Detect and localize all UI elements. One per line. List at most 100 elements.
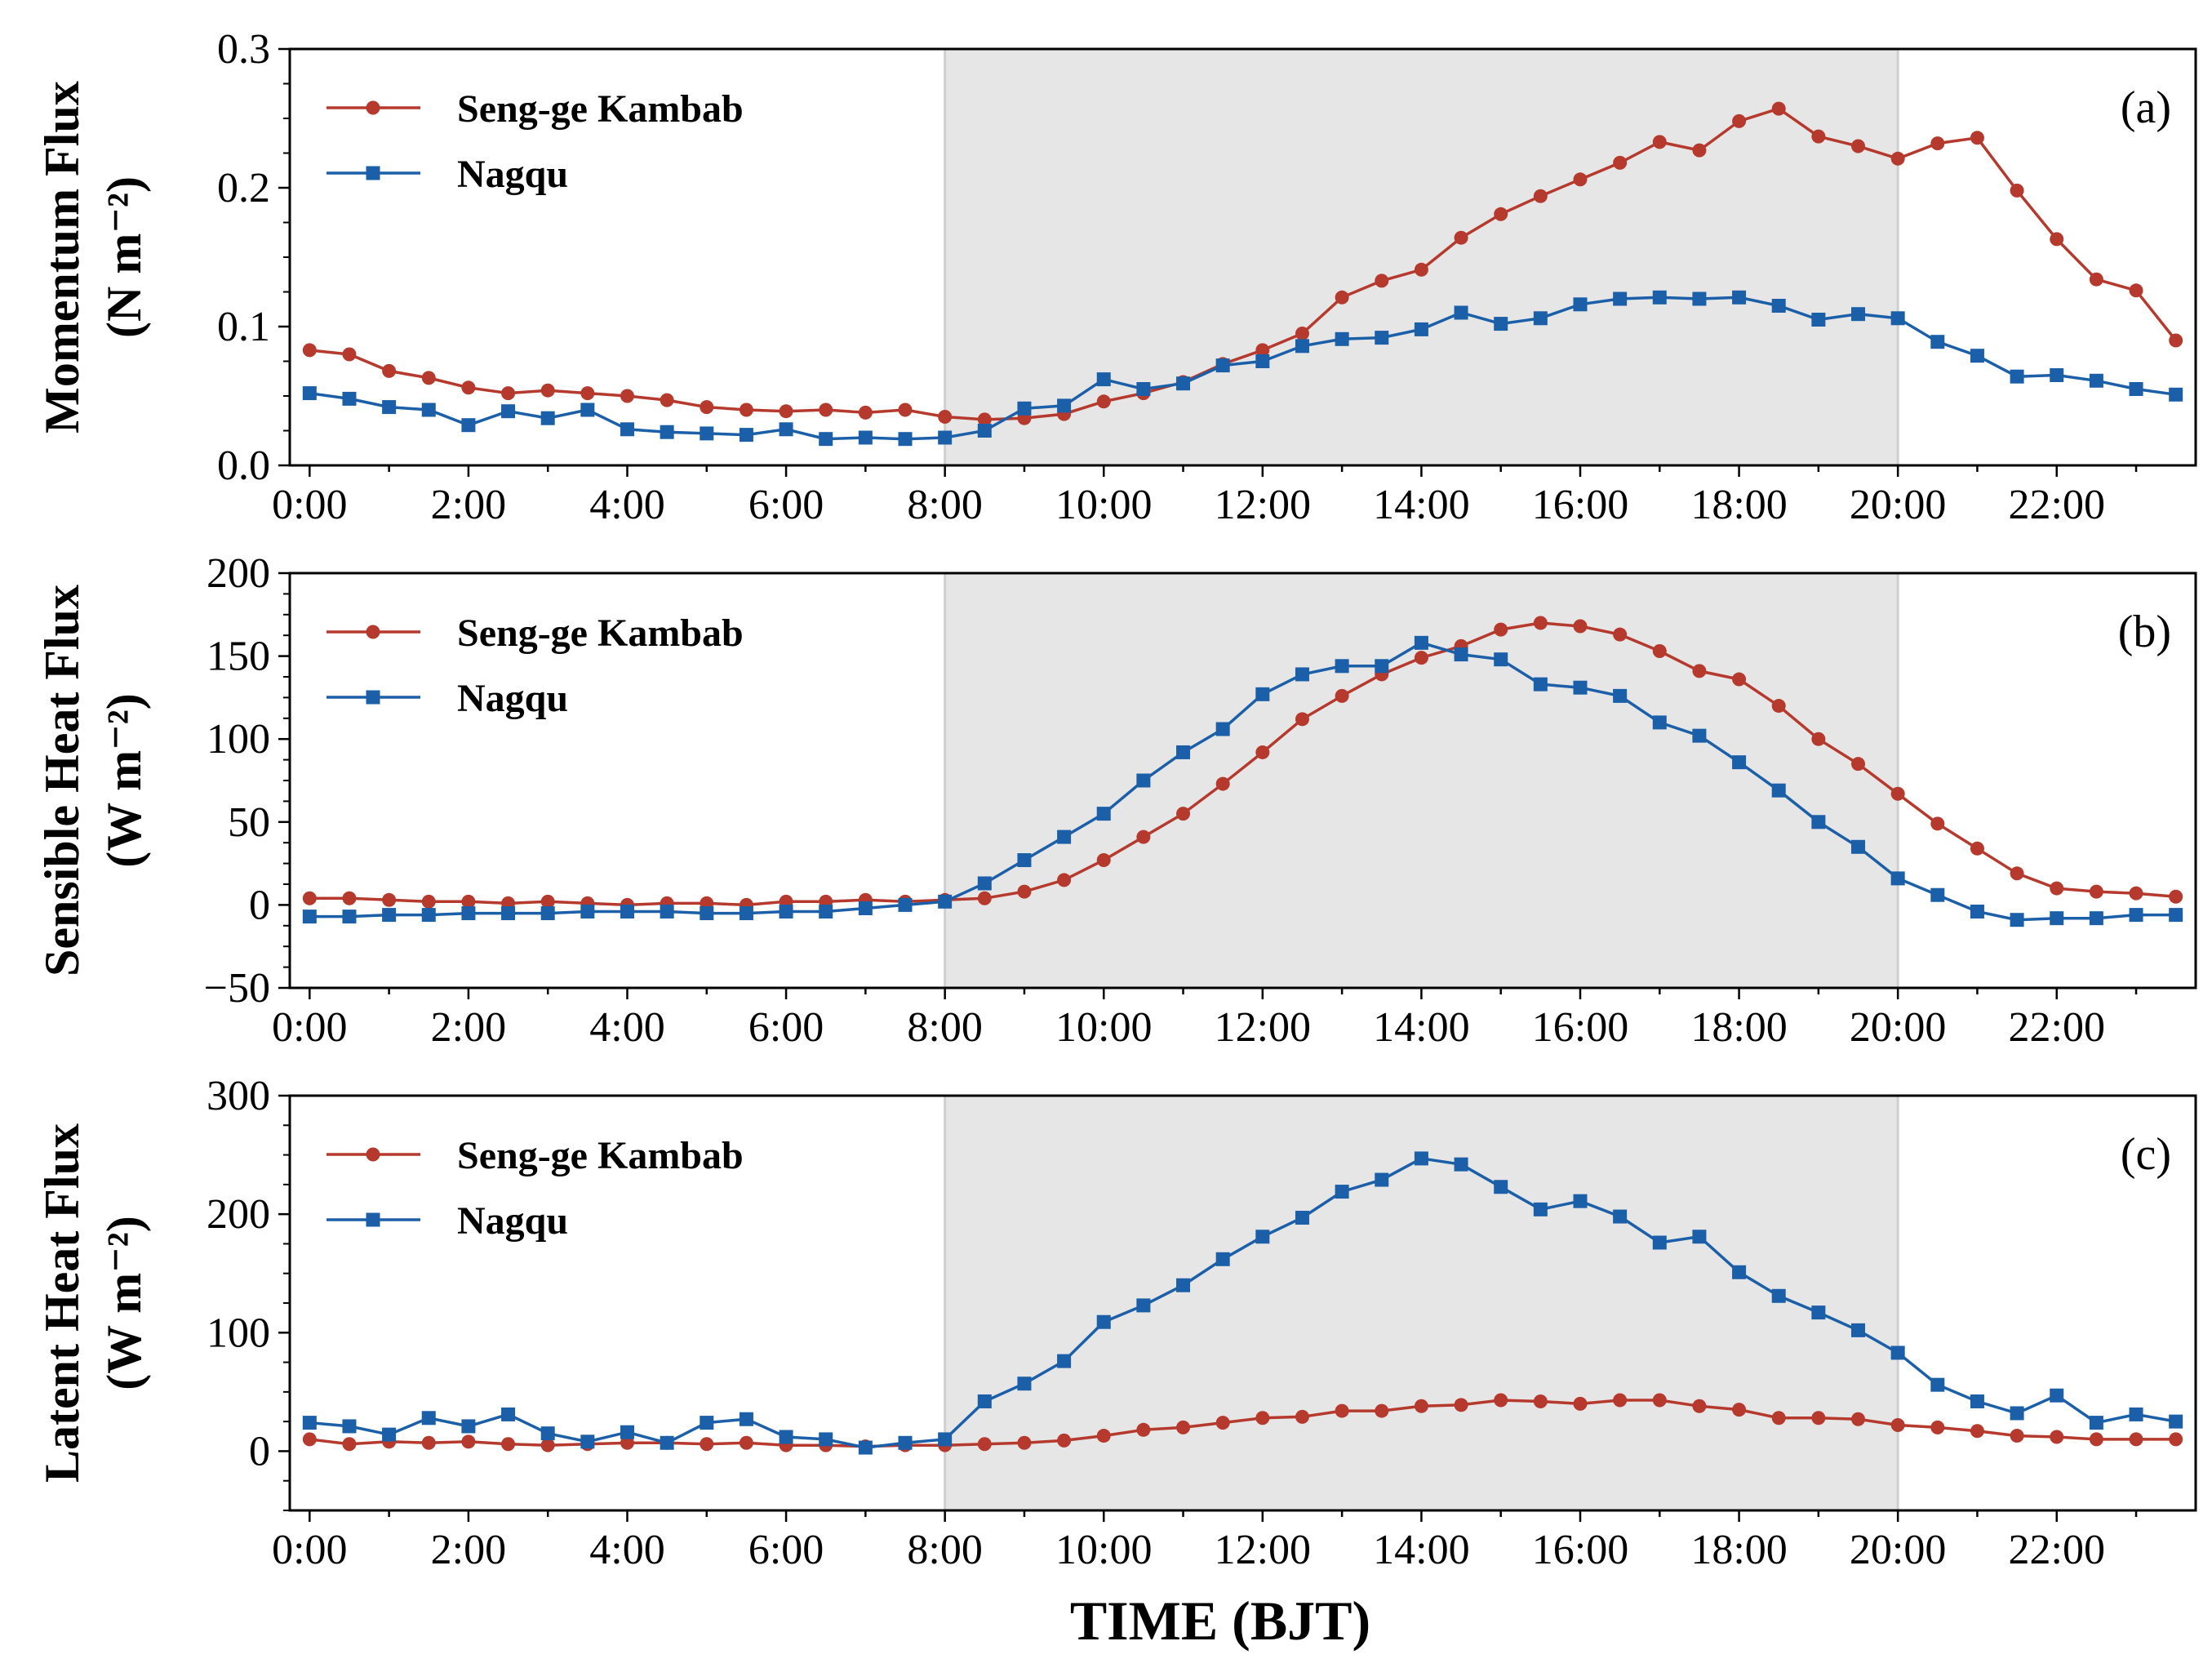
legend-label-seng: Seng-ge Kambab <box>457 1134 744 1177</box>
data-point <box>1652 290 1667 305</box>
data-point <box>342 1419 357 1434</box>
data-point <box>1533 189 1548 203</box>
data-point <box>1851 1323 1866 1337</box>
data-point <box>1573 1396 1588 1411</box>
y-tick-label: 0.2 <box>217 165 270 211</box>
data-point <box>1057 830 1072 844</box>
data-point <box>1096 1429 1111 1443</box>
x-tick-label: 12:00 <box>1215 1527 1311 1573</box>
data-point <box>1811 815 1826 830</box>
data-point <box>1454 647 1468 662</box>
x-tick-label: 12:00 <box>1215 482 1311 528</box>
data-point <box>1811 732 1826 746</box>
data-point <box>1255 1230 1270 1244</box>
data-point <box>1494 1180 1508 1194</box>
y-axis-title: Momentum Flux <box>35 81 89 434</box>
legend-marker-nagqu <box>366 690 380 705</box>
x-tick-label: 10:00 <box>1055 1004 1152 1051</box>
series-nagqu <box>302 290 2183 447</box>
data-point <box>858 430 873 445</box>
data-point <box>501 1407 516 1421</box>
data-point <box>1414 1151 1428 1166</box>
x-tick-label: 18:00 <box>1690 482 1787 528</box>
legend: Seng-ge Kambab Nagqu <box>326 1134 744 1243</box>
data-point <box>1096 853 1111 868</box>
data-point <box>421 894 436 909</box>
data-point <box>2129 908 2143 923</box>
data-point <box>2089 373 2103 388</box>
data-point <box>2050 368 2064 382</box>
data-point <box>1295 339 1309 354</box>
x-tick-label: 18:00 <box>1690 1527 1787 1573</box>
data-point <box>1573 297 1588 312</box>
data-point <box>1533 1394 1548 1408</box>
data-point <box>501 386 516 401</box>
x-tick-label: 12:00 <box>1215 1004 1311 1051</box>
data-point <box>1255 745 1270 759</box>
data-point <box>660 425 674 439</box>
data-point <box>2010 913 2024 927</box>
data-point <box>2010 369 2024 384</box>
data-point <box>421 908 436 923</box>
data-point <box>342 891 357 905</box>
data-point <box>2129 886 2143 901</box>
data-point <box>2050 1388 2064 1403</box>
data-point <box>1970 1424 1984 1439</box>
data-point <box>2050 881 2064 896</box>
data-point <box>1771 783 1786 798</box>
data-point <box>700 1437 714 1452</box>
data-point <box>2089 272 2103 287</box>
data-point <box>1255 687 1270 701</box>
data-point <box>1295 1409 1309 1424</box>
data-point <box>1494 207 1508 221</box>
data-point <box>1096 372 1111 387</box>
panel-tag: (b) <box>2118 607 2171 657</box>
legend-label-nagqu: Nagqu <box>457 677 568 720</box>
x-tick-label: 22:00 <box>2009 482 2105 528</box>
data-point <box>1215 1252 1230 1266</box>
data-point <box>1970 905 1984 919</box>
legend-marker-seng <box>366 625 380 639</box>
data-point <box>2089 1416 2103 1430</box>
daytime-shading <box>944 573 1899 988</box>
data-point <box>1613 627 1628 642</box>
data-point <box>1414 1399 1428 1413</box>
data-point <box>779 404 793 419</box>
panel-a: 0:00 2:00 4:00 6:00 8:00 10:00 12:00 14:00 16:00… <box>35 26 2197 528</box>
y-axis-title: Latent Heat Flux <box>35 1123 89 1483</box>
data-point <box>1414 651 1428 665</box>
data-point <box>461 906 476 921</box>
x-tick-label: 14:00 <box>1373 1004 1469 1051</box>
data-point <box>977 412 992 427</box>
data-point <box>1017 1435 1032 1450</box>
data-point <box>1652 644 1667 659</box>
data-point <box>1255 343 1270 358</box>
data-point <box>1176 745 1191 759</box>
data-point <box>2129 1432 2143 1447</box>
x-tick-label: 0:00 <box>272 482 347 528</box>
data-point <box>858 901 873 915</box>
data-point <box>1890 1417 1905 1432</box>
x-tick-label: 16:00 <box>1532 1004 1628 1051</box>
data-point <box>1970 841 1984 856</box>
data-point <box>1771 699 1786 714</box>
data-point <box>540 1438 555 1452</box>
series-seng <box>302 1393 2183 1454</box>
data-point <box>2089 1432 2103 1447</box>
data-point <box>977 891 992 905</box>
data-point <box>1176 1420 1191 1434</box>
data-point <box>819 432 833 447</box>
data-point <box>1215 358 1230 373</box>
y-tick-label: −50 <box>204 965 270 1012</box>
data-point <box>1533 1202 1548 1216</box>
x-tick-label: 16:00 <box>1532 1527 1628 1573</box>
data-point <box>1454 305 1468 320</box>
y-axis-unit: (W m⁻²) <box>97 1216 151 1390</box>
data-point <box>700 400 714 415</box>
data-point <box>898 432 913 447</box>
data-point <box>1375 274 1389 288</box>
data-point <box>1295 712 1309 727</box>
data-point <box>2050 1430 2064 1444</box>
x-tick-label: 0:00 <box>272 1527 347 1573</box>
data-point <box>1692 1230 1707 1244</box>
